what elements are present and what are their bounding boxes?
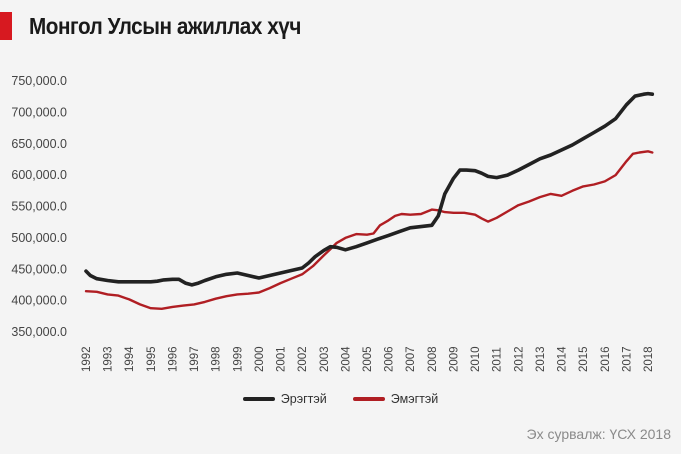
x-tick-label: 2010 — [470, 346, 482, 372]
series-lines — [84, 91, 655, 310]
x-tick-label: 2017 — [621, 346, 633, 372]
x-tick-label: 2011 — [492, 347, 504, 372]
x-tick-label: 1996 — [167, 346, 179, 372]
x-tick-label: 2005 — [362, 346, 374, 372]
y-tick-label: 350,000.0 — [11, 325, 67, 339]
source-note: Эх сурвалж: ҮСХ 2018 — [526, 426, 671, 442]
series-line-male — [84, 91, 655, 287]
x-tick-label: 1998 — [211, 346, 223, 372]
x-tick-label: 2012 — [513, 346, 525, 372]
x-tick-label: 1999 — [232, 346, 244, 372]
title-accent-bar — [0, 12, 12, 40]
x-tick-label: 1992 — [81, 346, 93, 372]
y-tick-label: 650,000.0 — [11, 137, 67, 151]
x-tick-label: 2003 — [319, 346, 331, 372]
x-tick-label: 2013 — [535, 346, 547, 372]
x-tick-label: 2002 — [297, 346, 309, 372]
x-tick-label: 2007 — [405, 346, 417, 372]
y-tick-label: 500,000.0 — [11, 231, 67, 245]
series-line-female — [84, 150, 654, 310]
x-tick-label: 2008 — [427, 346, 439, 372]
y-tick-label: 700,000.0 — [11, 105, 67, 119]
y-tick-label: 550,000.0 — [11, 200, 67, 214]
x-tick-label: 2018 — [643, 346, 655, 372]
legend-label-male: Эрэгтэй — [280, 392, 327, 406]
x-tick-label: 1995 — [146, 346, 158, 372]
x-tick-label: 1997 — [189, 346, 201, 372]
legend-label-female: Эмэгтэй — [390, 392, 439, 406]
x-tick-label: 1993 — [103, 346, 115, 372]
y-tick-label: 600,000.0 — [11, 168, 67, 182]
x-tick-label: 1994 — [124, 346, 136, 372]
y-tick-label: 750,000.0 — [11, 74, 67, 88]
x-tick-label: 2014 — [557, 346, 569, 372]
legend: Эрэгтэй Эмэгтэй — [0, 392, 681, 406]
y-tick-label: 400,000.0 — [11, 294, 67, 308]
chart-title: Монгол Улсын ажиллах хүч — [29, 13, 301, 39]
x-tick-label: 2016 — [600, 346, 612, 372]
x-tick-label: 2009 — [448, 346, 460, 372]
y-axis: 350,000.0 400,000.0 450,000.0 500,000.0 550,… — [11, 74, 67, 339]
x-tick-label: 2004 — [340, 346, 352, 372]
x-tick-label: 2015 — [578, 346, 590, 372]
legend-swatch-female — [352, 397, 385, 401]
x-tick-label: 2001 — [276, 346, 288, 372]
x-tick-label: 2000 — [254, 346, 266, 372]
legend-item-female: Эмэгтэй — [352, 392, 439, 406]
legend-item-male: Эрэгтэй — [242, 392, 327, 406]
x-axis: 1992 1993 1994 1995 1996 1997 1998 1999 2000 2001… — [81, 346, 655, 372]
x-tick-label: 2006 — [384, 346, 396, 372]
legend-swatch-male — [242, 397, 275, 401]
y-tick-label: 450,000.0 — [11, 262, 67, 276]
